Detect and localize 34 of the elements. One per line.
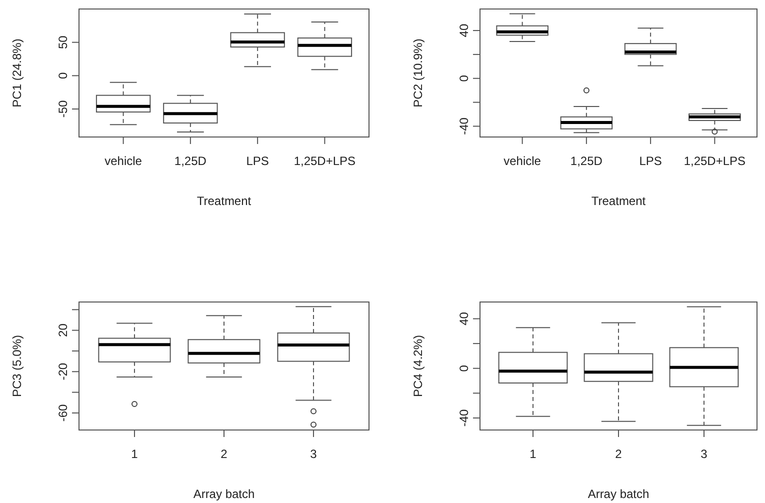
x-axis-title: Treatment — [196, 194, 252, 208]
y-axis-title: PC4 (4.2%) — [411, 334, 425, 398]
x-tick-label: 3 — [700, 447, 708, 461]
x-tick-label: 2 — [615, 447, 622, 461]
x-tick-label: 2 — [220, 447, 228, 461]
y-axis-title: PC1 (24.8%) — [10, 38, 24, 108]
x-tick-label: vehicle — [504, 154, 542, 168]
x-tick-label: 1,25D+LPS — [294, 154, 356, 168]
y-tick-label: 0 — [56, 72, 70, 80]
x-tick-label: 1,25D+LPS — [684, 154, 746, 168]
x-axis-title: Treatment — [591, 194, 646, 208]
x-tick-label: LPS — [246, 154, 269, 168]
y-axis-title: PC2 (10.9%) — [411, 38, 425, 108]
x-tick-label: vehicle — [104, 154, 142, 168]
x-tick-label: 1 — [530, 447, 537, 461]
x-tick-label: LPS — [639, 154, 662, 168]
y-axis-title: PC3 (5.0%) — [10, 334, 24, 398]
x-tick-label: 1 — [131, 447, 138, 461]
x-axis-title: Array batch — [588, 487, 650, 501]
y-tick-label: 50 — [56, 35, 70, 50]
y-tick-label: 40 — [457, 24, 471, 38]
x-axis-title: Array batch — [193, 487, 255, 501]
y-tick-label: -40 — [457, 117, 471, 135]
x-tick-label: 1,25D — [174, 154, 207, 168]
y-tick-label: 40 — [457, 312, 471, 326]
y-tick-label: -50 — [56, 100, 70, 118]
y-tick-label: -40 — [457, 408, 471, 427]
y-tick-label: 0 — [457, 74, 471, 82]
y-tick-label: -20 — [56, 362, 70, 380]
y-tick-label: 20 — [56, 323, 70, 337]
x-tick-label: 1,25D — [570, 154, 603, 168]
y-tick-label: -60 — [56, 404, 70, 422]
x-tick-label: 3 — [310, 447, 318, 461]
y-tick-label: 0 — [457, 364, 471, 372]
